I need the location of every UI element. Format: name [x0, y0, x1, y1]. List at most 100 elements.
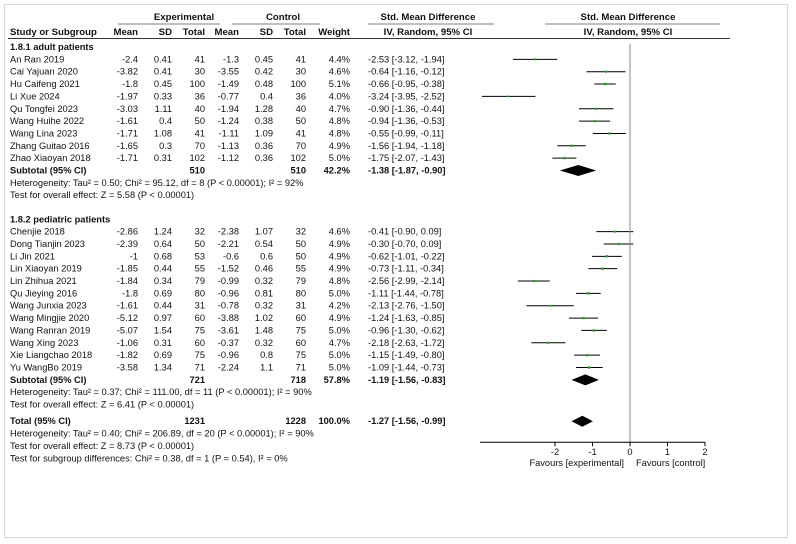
study-2-10-weight: 4.7% [329, 338, 350, 348]
total-ci-text: -1.27 [-1.56, -0.99] [368, 416, 446, 426]
study-2-1-name: Chenjie 2018 [10, 227, 65, 237]
study-1-8-ci-text: -1.56 [-1.94, -1.18] [368, 141, 445, 151]
study-1-8-n-e: 70 [195, 141, 205, 151]
study-2-8-sd-e: 0.97 [154, 313, 172, 323]
study-1-2-mean-e: -3.82 [117, 67, 138, 77]
subgroup-2-overall-effect: Test for overall effect: Z = 6.41 (P < 0… [10, 400, 194, 410]
study-2-9-n-c: 75 [296, 325, 306, 335]
study-2-8-point [582, 316, 585, 320]
study-2-12-mean-c: -2.24 [218, 362, 239, 372]
study-2-9-sd-c: 1.48 [255, 325, 273, 335]
study-1-2-n-c: 30 [296, 67, 306, 77]
col-total-c-header: Total [284, 27, 306, 38]
study-2-7-weight: 4.2% [329, 301, 350, 311]
study-1-8-mean-e: -1.65 [117, 141, 138, 151]
study-2-12-name: Yu WangBo 2019 [10, 362, 82, 372]
study-2-10-ci-text: -2.18 [-2.63, -1.72] [368, 338, 445, 348]
study-2-1-point [613, 230, 616, 233]
study-2-5-n-c: 79 [296, 276, 306, 286]
study-2-3-mean-e: -1 [130, 251, 138, 261]
study-2-9-name: Wang Ranran 2019 [10, 325, 90, 335]
study-1-9-name: Zhao Xiaoyan 2018 [10, 153, 91, 163]
study-1-2-n-e: 30 [195, 67, 205, 77]
study-2-6-weight: 5.0% [329, 288, 350, 298]
study-1-6-mean-c: -1.24 [218, 116, 239, 126]
study-2-4-name: Lin Xiaoyan 2019 [10, 264, 82, 274]
favours-control-label: Favours [control] [636, 458, 705, 468]
total-overall-effect: Test for overall effect: Z = 8.73 (P < 0… [10, 441, 194, 451]
study-1-5-weight: 4.7% [329, 104, 350, 114]
x-tick-label-3: 0 [627, 447, 632, 457]
study-2-4-n-e: 55 [195, 264, 205, 274]
study-2-10-n-c: 60 [296, 338, 306, 348]
subtotal-1-label: Subtotal (95% CI) [10, 166, 86, 176]
study-2-1-mean-c: -2.38 [218, 227, 239, 237]
study-1-2-name: Cai Yajuan 2020 [10, 67, 78, 77]
col-mean-c-header: Mean [214, 27, 239, 38]
study-2-11-sd-e: 0.69 [154, 350, 172, 360]
study-2-5-mean-c: -0.99 [218, 276, 239, 286]
study-2-2-weight: 4.9% [329, 239, 350, 249]
study-1-1-point [534, 58, 537, 61]
study-2-3-name: Li Jin 2021 [10, 251, 55, 261]
study-2-8-ci-text: -1.24 [-1.63, -0.85] [368, 313, 445, 323]
study-1-4-n-c: 36 [296, 91, 306, 101]
study-2-8-name: Wang Mingjie 2020 [10, 313, 89, 323]
study-1-9-sd-e: 0.31 [154, 153, 172, 163]
study-2-2-point [617, 242, 620, 246]
study-1-3-point [604, 82, 607, 86]
study-1-5-point [595, 107, 598, 110]
study-1-1-name: An Ran 2019 [10, 54, 64, 64]
study-2-7-point [549, 304, 552, 307]
study-2-10-n-e: 60 [195, 338, 205, 348]
study-1-8-name: Zhang Guitao 2016 [10, 141, 90, 151]
col-weight-header: Weight [318, 27, 351, 38]
study-2-12-mean-e: -3.58 [117, 362, 138, 372]
study-2-9-point [592, 329, 596, 332]
study-2-5-name: Lin Zhihua 2021 [10, 276, 77, 286]
study-2-4-sd-c: 0.46 [255, 264, 273, 274]
study-1-1-mean-e: -2.4 [122, 54, 138, 64]
study-2-12-weight: 5.0% [329, 362, 350, 372]
study-1-1-mean-c: -1.3 [223, 54, 239, 64]
study-2-7-mean-e: -1.61 [117, 301, 138, 311]
total-label: Total (95% CI) [10, 416, 71, 426]
study-2-2-mean-c: -2.21 [218, 239, 239, 249]
study-1-5-ci-text: -0.90 [-1.36, -0.44] [368, 104, 445, 114]
study-2-11-n-c: 75 [296, 350, 306, 360]
total-n-e: 1231 [184, 416, 205, 426]
study-2-11-ci-text: -1.15 [-1.49, -0.80] [368, 350, 445, 360]
study-2-4-point [601, 267, 604, 270]
subtotal-1-ci-text: -1.38 [-1.87, -0.90] [368, 166, 446, 176]
study-2-4-n-c: 55 [296, 264, 306, 274]
study-1-4-ci-text: -3.24 [-3.95, -2.52] [368, 91, 445, 101]
study-1-6-n-e: 50 [195, 116, 205, 126]
study-1-7-point [608, 132, 611, 135]
col-total-e-header: Total [183, 27, 205, 38]
header-experimental: Experimental [154, 12, 214, 23]
subgroup-differences: Test for subgroup differences: Chi² = 0.… [10, 453, 288, 463]
study-1-4-point [507, 95, 510, 98]
study-2-6-n-c: 80 [296, 288, 306, 298]
study-2-3-mean-c: -0.6 [223, 251, 239, 261]
study-2-4-weight: 4.9% [329, 264, 350, 274]
study-2-6-point [587, 292, 590, 295]
study-1-8-sd-c: 0.36 [255, 141, 273, 151]
study-2-6-sd-e: 0.69 [154, 288, 172, 298]
subtotal-1-diamond [559, 165, 597, 176]
study-1-3-mean-c: -1.49 [218, 79, 239, 89]
study-1-1-n-c: 41 [296, 54, 306, 64]
study-2-10-mean-c: -0.37 [218, 338, 239, 348]
study-2-1-weight: 4.6% [329, 227, 350, 237]
study-1-9-n-c: 102 [290, 153, 306, 163]
study-2-10-sd-e: 0.31 [154, 338, 172, 348]
study-2-12-sd-e: 1.34 [154, 362, 172, 372]
study-2-5-point [532, 279, 536, 283]
study-2-10-name: Wang Xing 2023 [10, 338, 78, 348]
study-2-9-weight: 5.0% [329, 325, 350, 335]
study-1-9-mean-c: -1.12 [218, 153, 239, 163]
study-2-12-ci-text: -1.09 [-1.44, -0.73] [368, 362, 445, 372]
study-2-5-sd-c: 0.32 [255, 276, 273, 286]
study-1-4-sd-e: 0.33 [154, 91, 172, 101]
